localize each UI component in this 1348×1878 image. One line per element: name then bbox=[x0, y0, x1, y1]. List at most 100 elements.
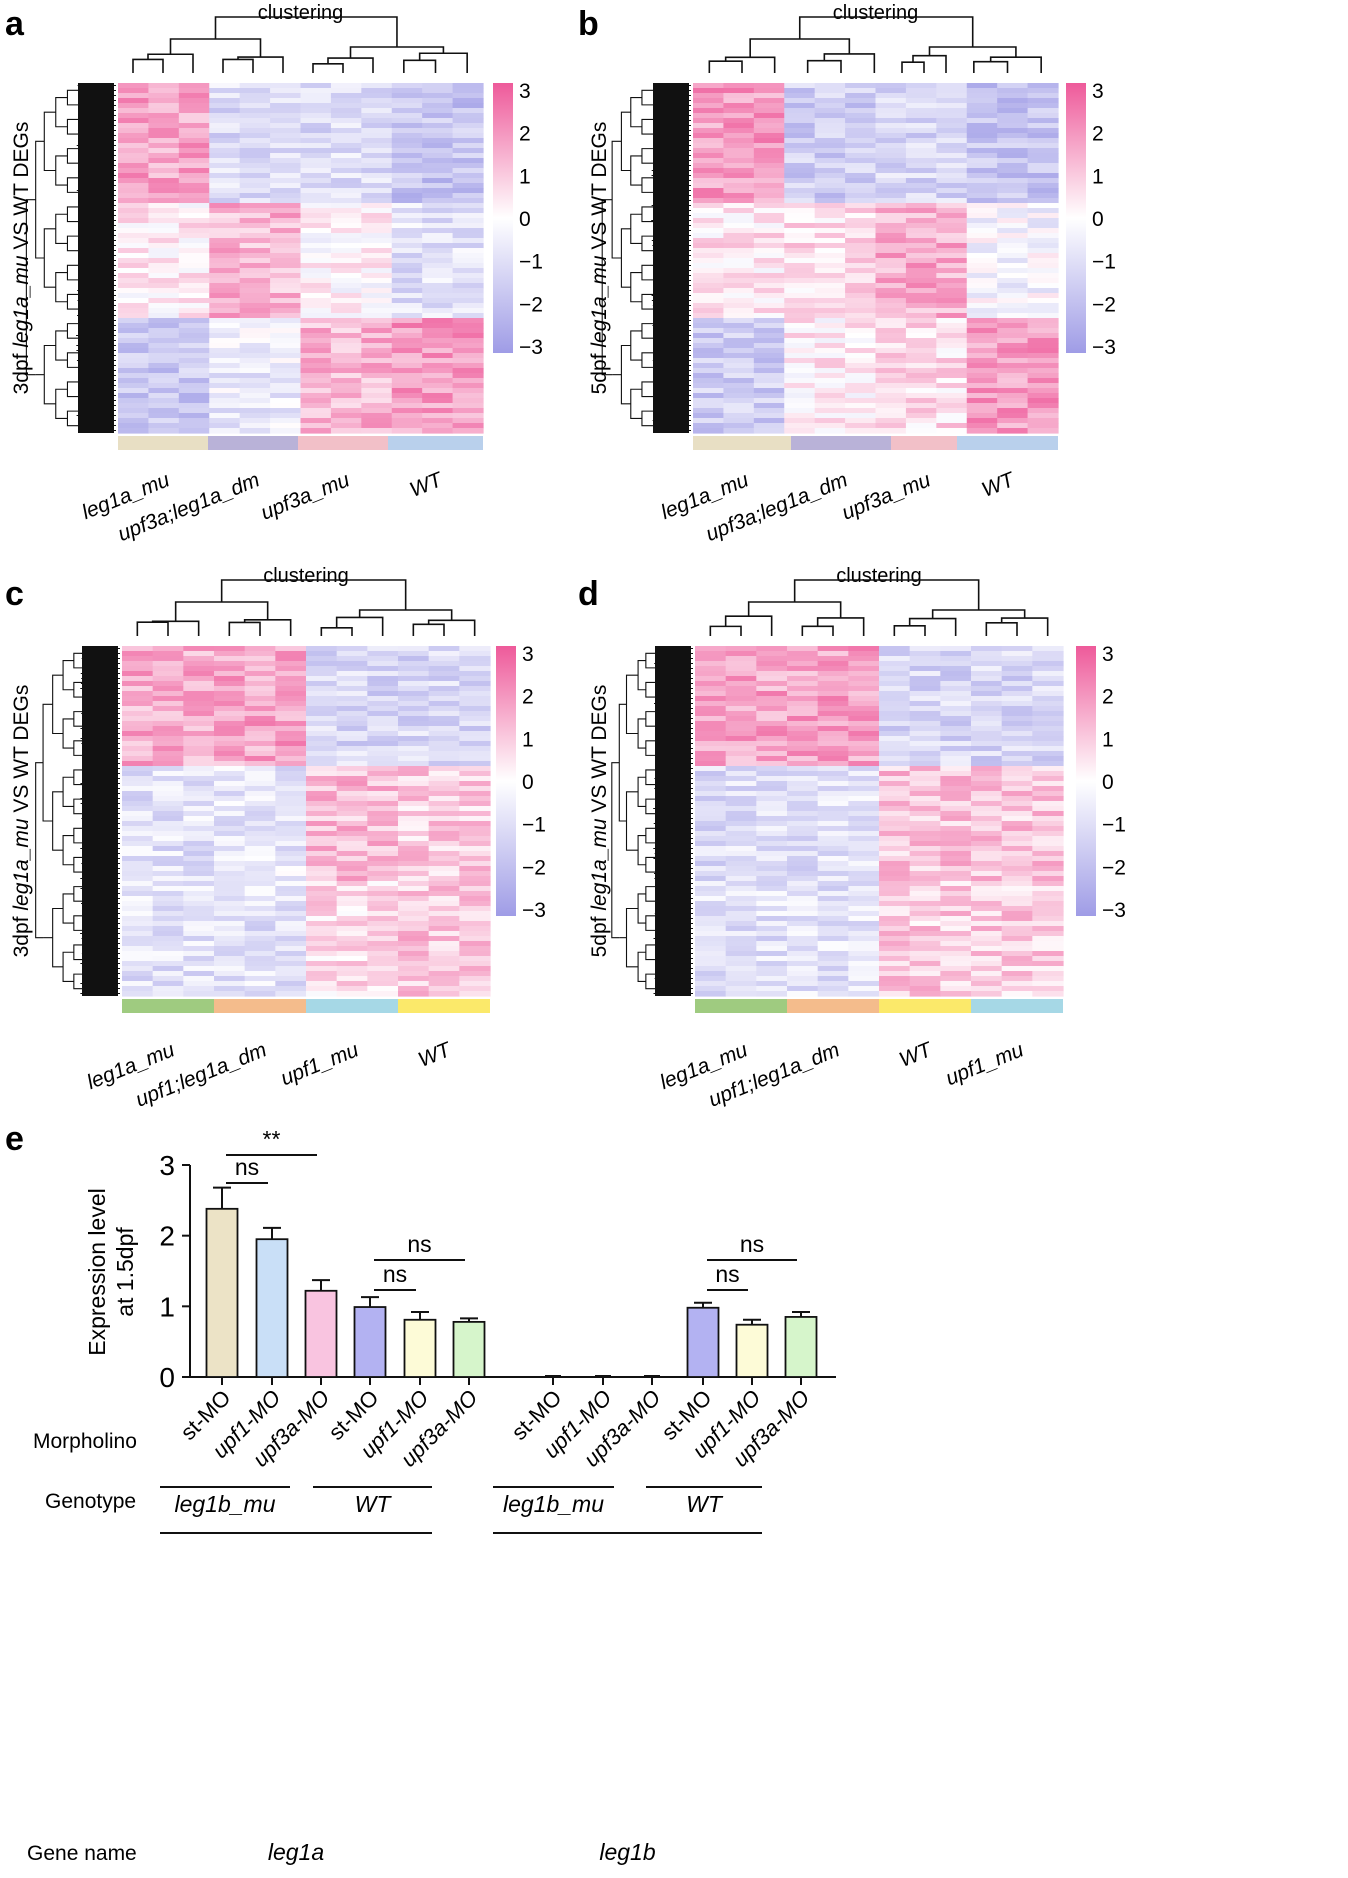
heatmap-cell bbox=[275, 981, 307, 987]
heatmap-cell bbox=[693, 328, 725, 334]
dendro-branch bbox=[989, 56, 1042, 73]
heatmap-cell bbox=[214, 921, 246, 927]
heatmap-cell bbox=[1032, 986, 1064, 992]
heatmap-cell bbox=[1032, 891, 1064, 897]
dendro-branch bbox=[611, 140, 622, 259]
heatmap-cell bbox=[940, 936, 972, 942]
heatmap-cell bbox=[178, 203, 210, 209]
heatmap-cell bbox=[848, 701, 880, 707]
heatmap-cell bbox=[361, 193, 393, 199]
heatmap-cell bbox=[725, 871, 757, 877]
heatmap-cell bbox=[152, 806, 184, 812]
heatmap-cell bbox=[1001, 646, 1033, 652]
heatmap-cell bbox=[1032, 851, 1064, 857]
heatmap-cell bbox=[971, 716, 1003, 722]
heatmap-cell bbox=[848, 811, 880, 817]
heatmap-cell bbox=[817, 666, 849, 672]
heatmap-cell bbox=[367, 671, 399, 677]
heatmap-cell bbox=[152, 646, 184, 652]
heatmap-cell bbox=[422, 358, 454, 364]
heatmap-cell bbox=[814, 398, 846, 404]
heatmap-cell bbox=[997, 173, 1029, 179]
heatmap-cell bbox=[879, 751, 911, 757]
heatmap-cell bbox=[966, 358, 998, 364]
heatmap-cell bbox=[361, 83, 393, 89]
heatmap-cell bbox=[459, 926, 491, 932]
heatmap-cell bbox=[784, 253, 816, 259]
heatmap-cell bbox=[183, 926, 215, 932]
heatmap-cell bbox=[148, 358, 180, 364]
heatmap-cell bbox=[367, 676, 399, 682]
heatmap-cell bbox=[306, 791, 338, 797]
heatmap-cell bbox=[784, 113, 816, 119]
heatmap-cell bbox=[152, 891, 184, 897]
heatmap-cell bbox=[814, 103, 846, 109]
heatmap-cell bbox=[459, 746, 491, 752]
heatmap-cell bbox=[725, 926, 757, 932]
heatmap-cell bbox=[214, 736, 246, 742]
heatmap-cell bbox=[178, 343, 210, 349]
heatmap-cell bbox=[239, 263, 271, 269]
heatmap-cell bbox=[122, 966, 154, 972]
heatmap-cell bbox=[300, 298, 332, 304]
heatmap-cell bbox=[214, 706, 246, 712]
heatmap-cell bbox=[787, 876, 819, 882]
heatmap-cell bbox=[270, 358, 302, 364]
heatmap-cell bbox=[459, 731, 491, 737]
heatmap-cell bbox=[361, 108, 393, 114]
heatmap-cell bbox=[336, 966, 368, 972]
heatmap-cell bbox=[936, 398, 968, 404]
heatmap-cell bbox=[936, 423, 968, 429]
heatmap-cell bbox=[300, 293, 332, 299]
heatmap-cell bbox=[784, 193, 816, 199]
heatmap-cell bbox=[848, 731, 880, 737]
heatmap-cell bbox=[398, 926, 430, 932]
heatmap-cell bbox=[330, 333, 362, 339]
heatmap-cell bbox=[336, 931, 368, 937]
heatmap-cell bbox=[122, 866, 154, 872]
heatmap-cell bbox=[1001, 981, 1033, 987]
heatmap-cell bbox=[209, 188, 241, 194]
heatmap-cell bbox=[306, 741, 338, 747]
dendro-branch bbox=[641, 410, 653, 427]
heatmap-cell bbox=[879, 981, 911, 987]
heatmap-cell bbox=[875, 318, 907, 324]
heatmap-cell bbox=[148, 113, 180, 119]
heatmap-cell bbox=[239, 303, 271, 309]
heatmap-cell bbox=[787, 881, 819, 887]
heatmap-cell bbox=[239, 278, 271, 284]
heatmap-cell bbox=[270, 83, 302, 89]
heatmap-cell bbox=[452, 398, 484, 404]
heatmap-cell bbox=[183, 681, 215, 687]
heatmap-cell bbox=[391, 398, 423, 404]
heatmap-cell bbox=[178, 173, 210, 179]
heatmap-cell bbox=[879, 856, 911, 862]
dendro-branch bbox=[641, 264, 653, 281]
heatmap-cell bbox=[152, 981, 184, 987]
heatmap-cell bbox=[756, 871, 788, 877]
dendro-branch bbox=[66, 118, 78, 135]
heatmap-cell bbox=[723, 158, 755, 164]
heatmap-cell bbox=[787, 646, 819, 652]
heatmap-cell bbox=[723, 308, 755, 314]
heatmap-cell bbox=[452, 248, 484, 254]
heatmap-cell bbox=[398, 836, 430, 842]
heatmap-cell bbox=[239, 198, 271, 204]
heatmap-cell bbox=[936, 303, 968, 309]
heatmap-cell bbox=[367, 951, 399, 957]
heatmap-cell bbox=[848, 876, 880, 882]
heatmap-cell bbox=[118, 328, 150, 334]
heatmap-cell bbox=[452, 228, 484, 234]
heatmap-cell bbox=[787, 781, 819, 787]
heatmap-cell bbox=[183, 656, 215, 662]
heatmap-cell bbox=[936, 133, 968, 139]
heatmap-cell bbox=[300, 343, 332, 349]
heatmap-cell bbox=[909, 831, 941, 837]
heatmap-cell bbox=[875, 88, 907, 94]
heatmap-cell bbox=[183, 736, 215, 742]
heatmap-cell bbox=[209, 243, 241, 249]
heatmap-cell bbox=[940, 881, 972, 887]
heatmap-cell bbox=[1027, 378, 1059, 384]
heatmap-cell bbox=[148, 413, 180, 419]
heatmap-cell bbox=[275, 761, 307, 767]
